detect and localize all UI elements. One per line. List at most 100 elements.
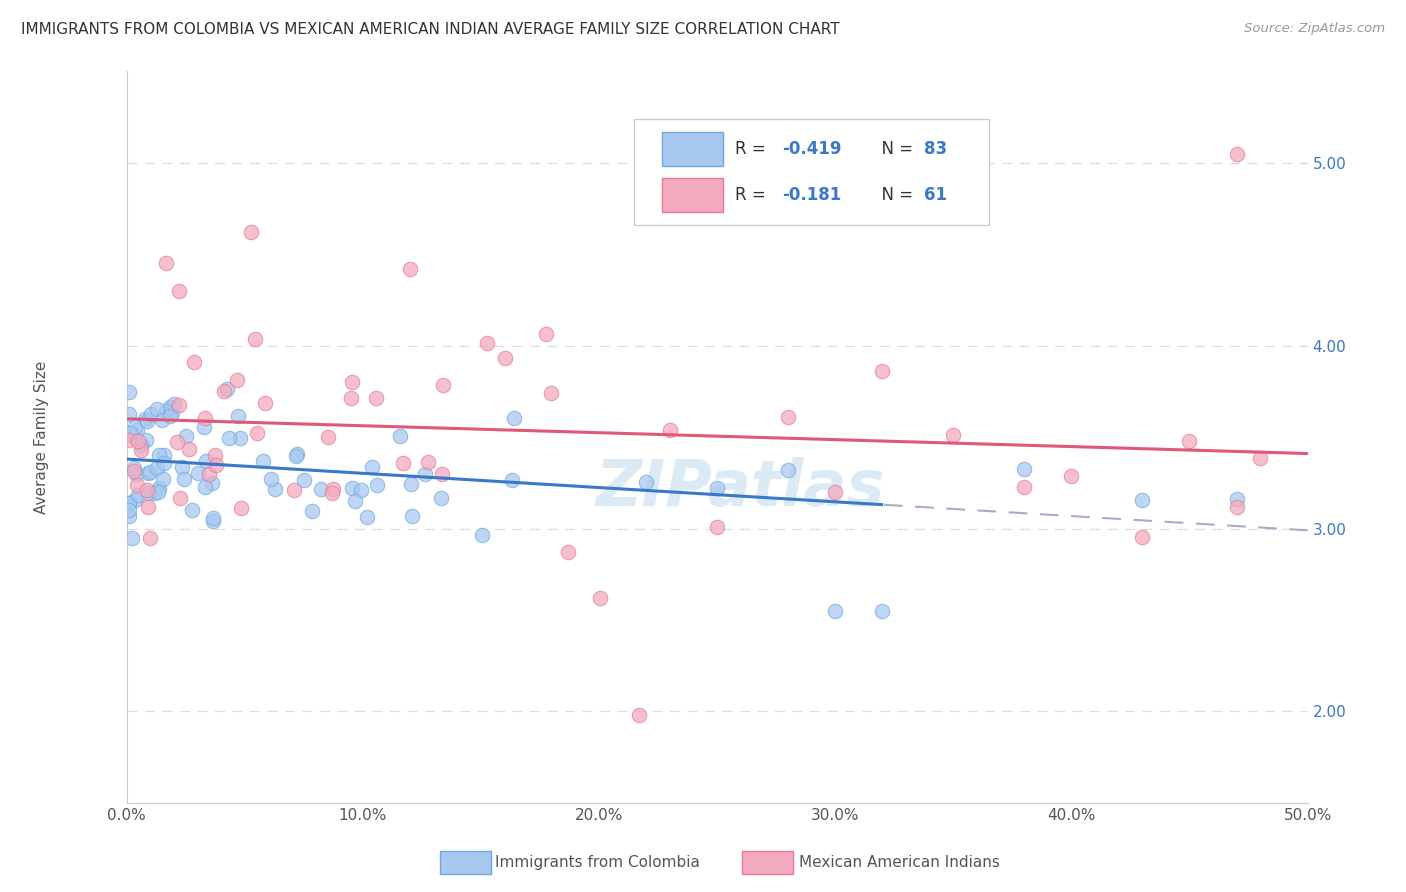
Text: -0.419: -0.419 bbox=[782, 140, 842, 158]
Point bbox=[430, 491, 453, 505]
Point bbox=[205, 458, 228, 472]
Point bbox=[776, 410, 799, 425]
Point bbox=[148, 485, 170, 500]
Point bbox=[118, 428, 141, 442]
Point bbox=[340, 391, 363, 405]
Point bbox=[118, 503, 141, 517]
FancyBboxPatch shape bbox=[662, 132, 723, 166]
Point bbox=[361, 459, 384, 474]
Point bbox=[135, 483, 157, 498]
Point bbox=[201, 475, 224, 490]
Point bbox=[706, 481, 728, 495]
Point bbox=[416, 454, 439, 468]
Point bbox=[316, 430, 339, 444]
Point bbox=[134, 412, 156, 426]
Point bbox=[321, 485, 343, 500]
Point bbox=[413, 467, 436, 481]
Point bbox=[350, 483, 373, 497]
Point bbox=[942, 428, 965, 442]
Point bbox=[776, 462, 799, 476]
Point bbox=[143, 486, 166, 500]
Point bbox=[155, 256, 177, 270]
Text: Mexican American Indians: Mexican American Indians bbox=[799, 855, 1000, 870]
Point bbox=[706, 520, 728, 534]
Point bbox=[136, 485, 159, 500]
Point bbox=[127, 478, 149, 492]
Point bbox=[1226, 500, 1249, 514]
Point bbox=[1226, 146, 1249, 161]
Text: N =: N = bbox=[870, 186, 918, 203]
Point bbox=[872, 604, 894, 618]
Point bbox=[193, 480, 215, 494]
Point bbox=[129, 443, 152, 458]
Point bbox=[118, 433, 141, 447]
Point bbox=[125, 423, 148, 437]
Point bbox=[252, 453, 274, 467]
Point bbox=[129, 438, 152, 452]
Point bbox=[301, 504, 323, 518]
Point bbox=[125, 467, 148, 481]
Point bbox=[139, 531, 162, 545]
Point bbox=[150, 413, 173, 427]
Point bbox=[1012, 462, 1035, 476]
Point bbox=[148, 448, 170, 462]
Point bbox=[391, 456, 413, 470]
Point bbox=[138, 500, 160, 514]
Point bbox=[169, 491, 191, 506]
Point bbox=[166, 434, 188, 449]
Point bbox=[872, 364, 894, 378]
Point bbox=[155, 404, 177, 418]
Point bbox=[824, 485, 846, 500]
Point bbox=[183, 354, 205, 368]
Point bbox=[343, 494, 366, 508]
Point bbox=[139, 465, 162, 479]
Point bbox=[471, 528, 494, 542]
Point bbox=[153, 448, 176, 462]
Text: N =: N = bbox=[870, 140, 918, 158]
Point bbox=[159, 401, 181, 415]
Point bbox=[181, 502, 204, 516]
Point bbox=[540, 386, 562, 401]
Point bbox=[627, 708, 650, 723]
Point bbox=[283, 483, 305, 497]
Point bbox=[401, 508, 423, 523]
Text: 61: 61 bbox=[924, 186, 946, 203]
Point bbox=[340, 375, 363, 389]
Point bbox=[254, 395, 277, 409]
Point bbox=[138, 466, 160, 480]
Point bbox=[284, 449, 307, 463]
Text: ZIPatlas: ZIPatlas bbox=[596, 458, 886, 519]
Point bbox=[1249, 451, 1271, 466]
Point bbox=[263, 483, 285, 497]
Point bbox=[127, 434, 149, 448]
Point bbox=[135, 433, 157, 447]
Point bbox=[212, 384, 235, 398]
Point bbox=[195, 454, 218, 468]
Point bbox=[146, 402, 169, 417]
Point bbox=[204, 448, 226, 462]
Point bbox=[118, 426, 141, 441]
Point bbox=[260, 472, 283, 486]
Point bbox=[1226, 492, 1249, 507]
Text: Average Family Size: Average Family Size bbox=[34, 360, 49, 514]
Point bbox=[285, 447, 308, 461]
Point bbox=[194, 411, 217, 425]
FancyBboxPatch shape bbox=[634, 119, 988, 225]
Point bbox=[187, 466, 209, 480]
Point bbox=[309, 482, 332, 496]
Point bbox=[243, 332, 266, 346]
Point bbox=[201, 511, 224, 525]
Point bbox=[145, 460, 167, 475]
Point bbox=[193, 420, 215, 434]
Point bbox=[503, 411, 526, 425]
Point bbox=[167, 398, 190, 412]
Point bbox=[1178, 434, 1201, 448]
Text: Source: ZipAtlas.com: Source: ZipAtlas.com bbox=[1244, 22, 1385, 36]
Point bbox=[1130, 530, 1153, 544]
Point bbox=[152, 472, 174, 486]
Point bbox=[170, 459, 193, 474]
Point bbox=[1060, 469, 1083, 483]
Point bbox=[177, 442, 200, 456]
Text: R =: R = bbox=[735, 186, 770, 203]
Point bbox=[121, 531, 143, 545]
